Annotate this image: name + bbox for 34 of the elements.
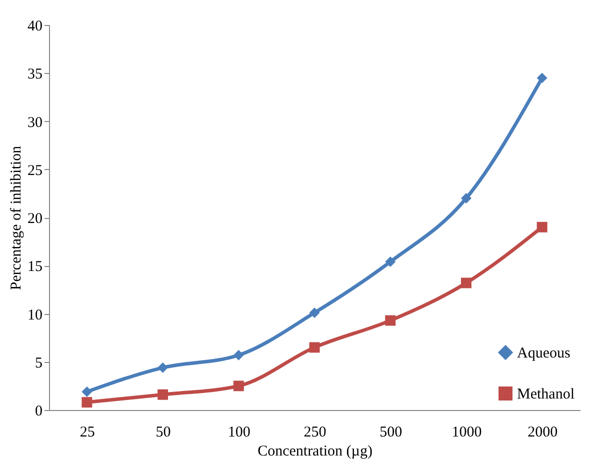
x-tick-label: 100 xyxy=(228,424,250,440)
point xyxy=(385,315,396,326)
x-axis-title: Concentration (µg) xyxy=(258,444,372,460)
point xyxy=(536,222,548,232)
legend-label: Aqueous xyxy=(517,346,570,362)
point xyxy=(460,193,472,204)
x-tick-label: 2000 xyxy=(528,424,558,440)
point xyxy=(233,380,244,392)
point xyxy=(536,72,548,84)
point xyxy=(233,350,244,360)
point xyxy=(309,342,320,353)
y-tick-label: 5 xyxy=(35,355,42,372)
x-tick-label: 25 xyxy=(80,424,95,440)
x-tick-label: 50 xyxy=(156,424,171,440)
point xyxy=(158,362,168,373)
y-tick-label: 30 xyxy=(28,114,42,131)
y-tick-label: 40 xyxy=(28,18,42,34)
y-tick-label: 0 xyxy=(35,404,42,420)
point xyxy=(460,278,472,288)
point xyxy=(82,386,92,397)
y-tick-label: 25 xyxy=(28,162,42,179)
x-tick-label: 250 xyxy=(304,424,326,440)
point xyxy=(82,397,92,408)
x-tick-label: 500 xyxy=(380,424,402,440)
legend-label: Methanol xyxy=(517,386,574,402)
point xyxy=(158,389,168,400)
y-tick-label: 10 xyxy=(28,307,42,324)
x-tick-label: 1000 xyxy=(452,424,482,440)
y-tick-label: 35 xyxy=(28,66,42,83)
point xyxy=(309,308,320,318)
y-axis-title: Percentage of inhibition xyxy=(8,145,24,290)
point xyxy=(385,256,396,268)
y-tick-label: 15 xyxy=(28,259,42,276)
y-tick-label: 20 xyxy=(28,211,42,227)
